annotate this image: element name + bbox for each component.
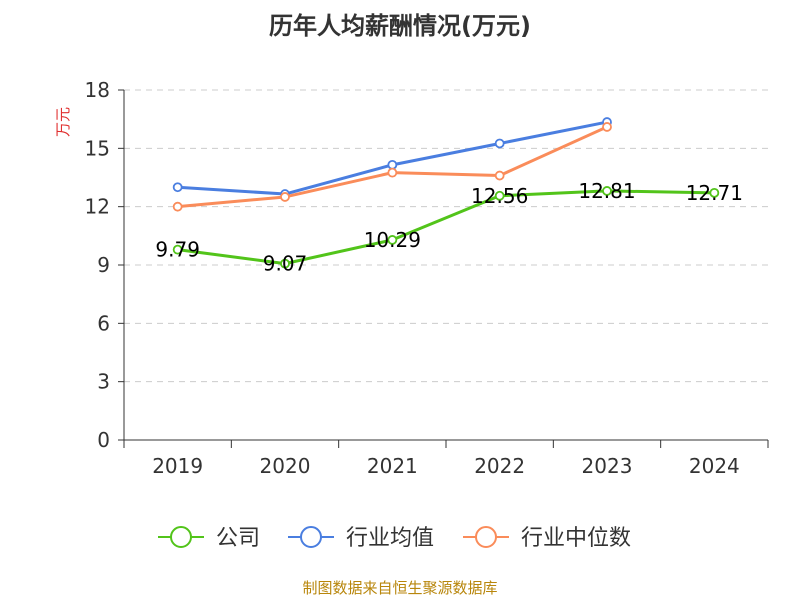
legend-marker (170, 526, 192, 548)
legend-label: 公司 (216, 526, 260, 551)
source-note: 制图数据来自恒生聚源数据库 (302, 579, 498, 597)
legend-marker (475, 526, 497, 548)
y-tick-label: 12 (85, 195, 110, 219)
y-tick-label: 3 (97, 370, 110, 394)
data-label: 12.81 (578, 179, 635, 203)
data-label: 9.07 (263, 252, 308, 276)
x-tick-label: 2023 (582, 454, 633, 478)
data-label: 12.71 (686, 181, 743, 205)
data-label: 12.56 (471, 184, 528, 208)
data-point (709, 187, 720, 198)
y-tick-label: 6 (97, 311, 110, 335)
data-point (602, 186, 612, 196)
data-point (172, 182, 183, 193)
data-point (387, 159, 398, 170)
data-label: 10.29 (364, 228, 421, 252)
series-line-行业均值 (177, 120, 608, 196)
x-tick-label: 2024 (689, 454, 740, 478)
y-tick-label: 0 (97, 428, 110, 452)
x-tick-label: 2022 (474, 454, 525, 478)
data-point (172, 201, 183, 212)
data-point (387, 235, 398, 245)
series-line-公司 (177, 189, 715, 266)
data-label: 9.79 (155, 238, 200, 262)
data-point (280, 258, 290, 269)
data-point (494, 138, 505, 149)
data-point (602, 122, 612, 132)
data-point (494, 190, 505, 201)
legend-marker (300, 526, 322, 548)
x-tick-label: 2021 (367, 454, 418, 478)
y-tick-label: 9 (97, 253, 110, 277)
data-point (280, 192, 290, 202)
x-tick-label: 2020 (260, 454, 311, 478)
legend-label: 行业中位数 (521, 526, 631, 551)
data-point (494, 170, 505, 181)
chart-title: 历年人均薪酬情况(万元) (269, 12, 531, 40)
y-tick-label: 18 (85, 78, 110, 102)
y-tick-label: 15 (85, 136, 110, 160)
y-axis-label: 万元 (54, 107, 72, 137)
x-tick-label: 2019 (152, 454, 203, 478)
data-point (172, 244, 183, 255)
data-point (387, 167, 398, 178)
legend-label: 行业均值 (346, 526, 434, 551)
